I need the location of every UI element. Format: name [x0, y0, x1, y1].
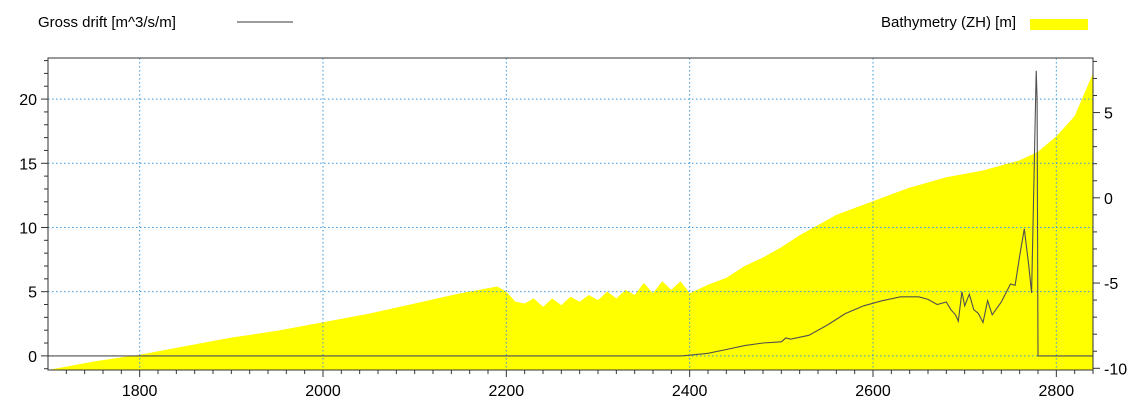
y-right-tick-label: 0 [1104, 191, 1113, 208]
x-tick-label: 2000 [305, 383, 341, 400]
grid-lines [48, 58, 1093, 370]
y-right-tick-label: 5 [1104, 106, 1113, 123]
x-tick-label: 2600 [855, 383, 891, 400]
legend: Gross drift [m^3/s/m] Bathymetry (ZH) [m… [38, 14, 1088, 31]
legend-swatch-bathymetry [1030, 19, 1088, 30]
legend-label-gross-drift: Gross drift [m^3/s/m] [38, 14, 176, 31]
x-tick-label: 2400 [672, 383, 708, 400]
plot-frame [47, 57, 1094, 371]
legend-label-bathymetry: Bathymetry (ZH) [m] [881, 14, 1016, 31]
gross-drift-line [48, 70, 1093, 357]
x-tick-label: 2200 [489, 383, 525, 400]
y-left-tick-label: 20 [19, 92, 37, 109]
y-left-tick-label: 5 [28, 285, 37, 302]
y-left-tick-label: 0 [28, 349, 37, 366]
y-left-tick-label: 10 [19, 220, 37, 237]
y-axis-right: -10 -5 0 5 [1093, 60, 1127, 378]
x-tick-label: 1800 [122, 383, 158, 400]
y-axis-left: 0 5 10 15 20 [19, 60, 48, 370]
y-right-tick-label: -10 [1104, 361, 1127, 378]
y-right-tick-label: -5 [1104, 276, 1118, 293]
x-tick-label: 2800 [1039, 383, 1075, 400]
bathymetry-area [48, 73, 1093, 371]
plot-area [47, 57, 1094, 371]
y-left-tick-label: 15 [19, 156, 37, 173]
x-axis: 1800 2000 2200 2400 2600 2800 [65, 370, 1094, 400]
